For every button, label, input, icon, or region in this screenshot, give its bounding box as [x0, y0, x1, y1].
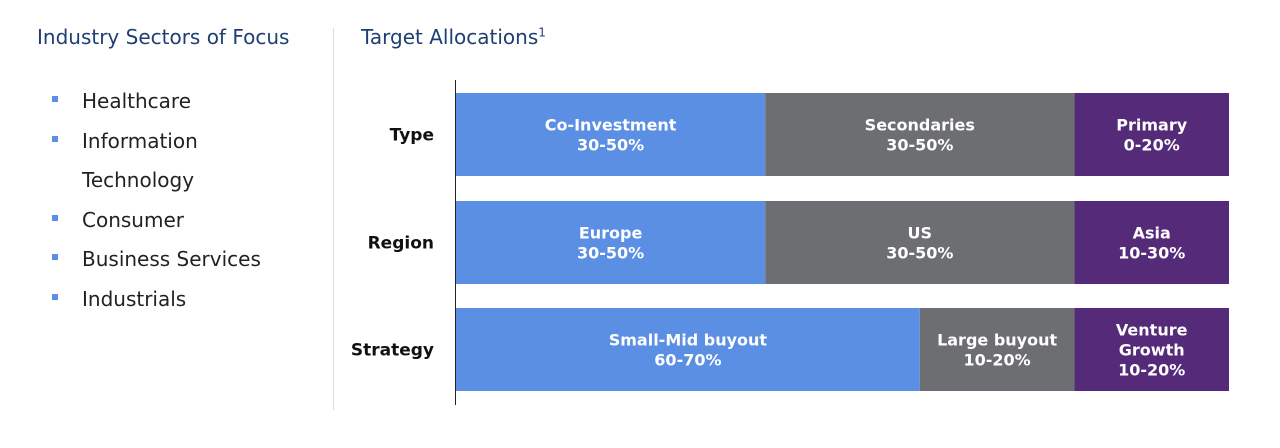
segment-name-label: Growth: [1119, 341, 1185, 360]
segment-name-label: Small-Mid buyout: [609, 331, 768, 350]
sectors-title: Industry Sectors of Focus: [37, 25, 290, 49]
sector-label: Business Services: [82, 247, 261, 271]
bar-segment: [1074, 201, 1229, 284]
sector-item: Industrials: [52, 280, 312, 320]
segment-range-label: 30-50%: [886, 136, 953, 155]
bar-segment: [1074, 308, 1229, 391]
divider: [333, 28, 334, 410]
bullet-icon: [52, 254, 58, 260]
sector-item: Healthcare: [52, 82, 312, 122]
allocations-title: Target Allocations1: [361, 25, 546, 49]
row-label: Region: [368, 234, 434, 254]
segment-range-label: 0-20%: [1124, 136, 1180, 155]
bullet-icon: [52, 214, 58, 221]
bar-segment: [1074, 93, 1229, 176]
segment-name-label: Europe: [579, 224, 643, 243]
bar-segment: [456, 93, 766, 176]
segment-range-label: 30-50%: [577, 244, 644, 263]
segment-range-label: 10-20%: [1118, 361, 1185, 380]
bullet-icon: [52, 135, 58, 142]
bullet-icon: [52, 293, 58, 300]
segment-name-label: Secondaries: [865, 116, 975, 135]
bullet-icon: [52, 96, 58, 102]
sector-label: Information Technology: [82, 128, 198, 193]
row-label: Type: [390, 126, 434, 146]
segment-name-label: Venture: [1116, 321, 1188, 340]
segment-range-label: 30-50%: [886, 244, 953, 263]
bar-segment: [456, 201, 766, 284]
segment-range-label: 30-50%: [577, 136, 644, 155]
segment-range-label: 60-70%: [654, 351, 721, 370]
segment-name-label: Primary: [1116, 116, 1187, 135]
bar-segment: [765, 93, 1075, 176]
sector-list: Healthcare Information Technology Consumer…: [52, 82, 312, 319]
footnote-marker: 1: [538, 25, 546, 40]
sector-label: Industrials: [82, 286, 187, 311]
bar-segment: [456, 308, 920, 391]
segment-name-label: Co-Investment: [545, 116, 677, 135]
bar-segment: [765, 201, 1075, 284]
segment-name-label: US: [908, 224, 933, 243]
segment-name-label: Asia: [1133, 224, 1171, 243]
segment-range-label: 10-20%: [963, 351, 1030, 370]
allocations-title-text: Target Allocations: [361, 25, 539, 49]
segment-name-label: Large buyout: [937, 331, 1057, 350]
sector-item: Consumer: [52, 201, 312, 241]
segment-range-label: 10-30%: [1118, 244, 1185, 263]
bar-segment: [919, 308, 1075, 391]
sector-item: Information Technology: [52, 122, 312, 201]
sector-label: Healthcare: [82, 89, 192, 113]
sector-item: Business Services: [52, 240, 312, 280]
row-label: Strategy: [351, 341, 434, 361]
sector-label: Consumer: [82, 207, 184, 232]
